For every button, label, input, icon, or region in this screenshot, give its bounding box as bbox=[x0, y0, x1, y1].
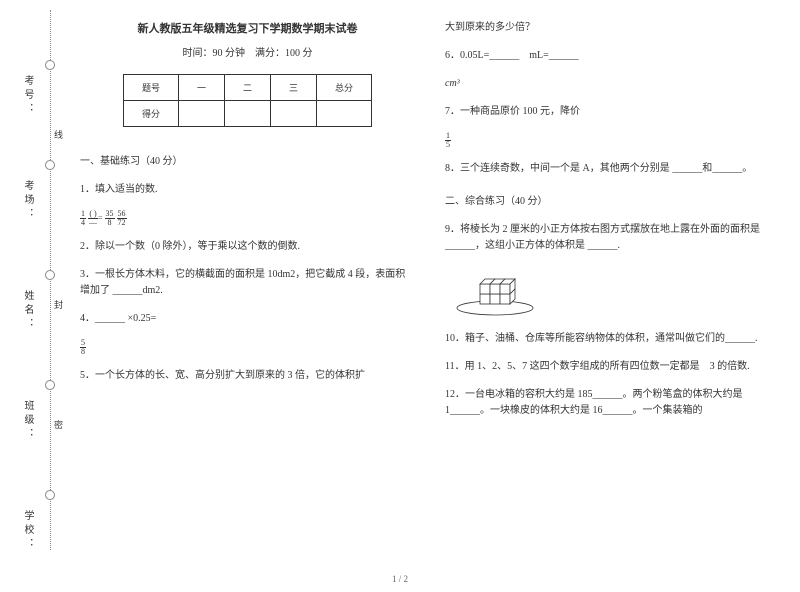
binding-label: 姓名： bbox=[20, 290, 35, 332]
exam-title: 新人教版五年级精选复习下学期数学期末试卷 bbox=[80, 20, 415, 36]
binding-circle bbox=[45, 60, 55, 70]
question: 10．箱子、油桶、仓库等所能容纳物体的体积，通常叫做它们的______. bbox=[445, 331, 780, 347]
table-row: 得分 bbox=[123, 101, 371, 127]
th: 一 bbox=[178, 75, 224, 101]
question: 9．将棱长为 2 厘米的小正方体按右图方式摆放在地上露在外面的面积是 _____… bbox=[445, 222, 780, 254]
th: 题号 bbox=[123, 75, 178, 101]
td bbox=[224, 101, 270, 127]
binding-mark: 封 bbox=[52, 300, 65, 309]
binding-circle bbox=[45, 490, 55, 500]
cube-diagram bbox=[455, 266, 780, 319]
section-heading: 二、综合练习（40 分） bbox=[445, 192, 780, 207]
unit-label: cm³ bbox=[445, 76, 780, 92]
question: 2．除以一个数（0 除外），等于乘以这个数的倒数. bbox=[80, 239, 415, 255]
binding-label: 考场： bbox=[20, 180, 35, 222]
page-footer: 1 / 2 bbox=[0, 574, 800, 584]
question: 3．一根长方体木料，它的横截面的面积是 10dm2，把它截成 4 段，表面积增加… bbox=[80, 267, 415, 299]
question: 7．一种商品原价 100 元，降价 bbox=[445, 104, 780, 120]
math-fraction: 58 bbox=[80, 339, 415, 356]
score-table: 题号 一 二 三 总分 得分 bbox=[123, 74, 372, 127]
binding-circle bbox=[45, 380, 55, 390]
binding-margin: 考号： 考场： 姓名： 班级： 学校： 线 封 密 bbox=[10, 0, 65, 560]
question: 12．一台电冰箱的容积大约是 185______。两个粉笔盒的体积大约是 1__… bbox=[445, 387, 780, 419]
right-column: 大到原来的多少倍？ 6．0.05L=______ mL=______ cm³ 7… bbox=[445, 20, 780, 555]
binding-circle bbox=[45, 270, 55, 280]
table-row: 题号 一 二 三 总分 bbox=[123, 75, 371, 101]
th: 总分 bbox=[317, 75, 372, 101]
content-columns: 新人教版五年级精选复习下学期数学期末试卷 时间：90 分钟 满分：100 分 题… bbox=[80, 20, 780, 555]
left-column: 新人教版五年级精选复习下学期数学期末试卷 时间：90 分钟 满分：100 分 题… bbox=[80, 20, 415, 555]
question: 5．一个长方体的长、宽、高分别扩大到原来的 3 倍，它的体积扩 bbox=[80, 368, 415, 384]
exam-subtitle: 时间：90 分钟 满分：100 分 bbox=[80, 44, 415, 59]
td bbox=[178, 101, 224, 127]
question: 11．用 1、2、5、7 这四个数字组成的所有四位数一定都是 3 的倍数. bbox=[445, 359, 780, 375]
binding-mark: 线 bbox=[52, 130, 65, 139]
binding-label: 班级： bbox=[20, 400, 35, 442]
question-cont: 大到原来的多少倍？ bbox=[445, 20, 780, 36]
td bbox=[317, 101, 372, 127]
th: 二 bbox=[224, 75, 270, 101]
binding-label: 学校： bbox=[20, 510, 35, 552]
binding-circle bbox=[45, 160, 55, 170]
binding-line bbox=[50, 10, 51, 550]
section-heading: 一、基础练习（40 分） bbox=[80, 152, 415, 167]
question: 6．0.05L=______ mL=______ bbox=[445, 48, 780, 64]
td bbox=[271, 101, 317, 127]
th: 三 bbox=[271, 75, 317, 101]
binding-mark: 密 bbox=[52, 420, 65, 429]
question: 1．填入适当的数. bbox=[80, 182, 415, 198]
math-expression: 14 ( )—= 358 5672 bbox=[80, 210, 415, 227]
td: 得分 bbox=[123, 101, 178, 127]
binding-label: 考号： bbox=[20, 75, 35, 117]
question: 8．三个连续奇数，中间一个是 A，其他两个分别是 ______和______。 bbox=[445, 161, 780, 177]
question: 4．______ ×0.25= bbox=[80, 311, 415, 327]
math-fraction: 15 bbox=[445, 132, 780, 149]
